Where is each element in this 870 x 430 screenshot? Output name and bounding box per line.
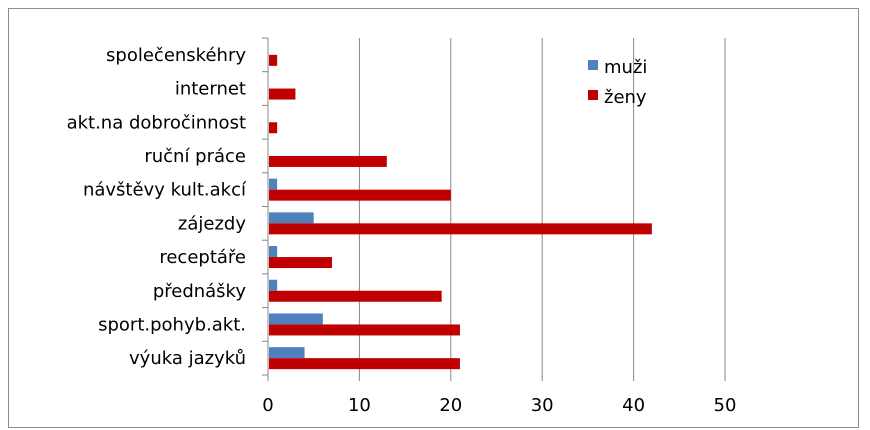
- x-tick-label: 20: [439, 395, 462, 416]
- category-label: přednášky: [153, 281, 247, 302]
- category-label: návštěvy kult.akcí: [83, 180, 247, 201]
- category-label: internet: [175, 79, 246, 100]
- category-label: společenskéhry: [106, 45, 246, 66]
- x-tick-label: 50: [714, 395, 737, 416]
- bar-zeny: [269, 189, 451, 201]
- bar-muzi: [269, 279, 278, 291]
- bar-muzi: [269, 246, 278, 258]
- bar-muzi: [269, 178, 278, 190]
- category-label: ruční práce: [144, 146, 246, 167]
- x-tick-label: 0: [262, 395, 273, 416]
- category-label: sport.pohyb.akt.: [98, 314, 246, 335]
- bar-muzi: [269, 347, 305, 359]
- legend-swatch: [588, 90, 598, 100]
- category-label: akt.na dobročinnost: [67, 112, 246, 133]
- bar-zeny: [269, 54, 278, 66]
- category-label: výuka jazyků: [129, 348, 246, 369]
- chart-frame: [8, 8, 859, 428]
- bar-zeny: [269, 223, 652, 235]
- bar-zeny: [269, 155, 387, 167]
- legend-label: muži: [604, 57, 647, 78]
- category-label: receptáře: [159, 247, 246, 268]
- bar-zeny: [269, 358, 460, 370]
- bar-muzi: [269, 212, 314, 224]
- x-tick-label: 10: [348, 395, 371, 416]
- bar-muzi: [269, 313, 323, 325]
- category-label: zájezdy: [178, 213, 246, 234]
- bar-zeny: [269, 324, 460, 336]
- legend-swatch: [588, 60, 598, 70]
- bar-zeny: [269, 257, 332, 269]
- x-tick-label: 40: [622, 395, 645, 416]
- legend-label: ženy: [604, 87, 647, 108]
- x-tick-label: 30: [531, 395, 554, 416]
- bar-zeny: [269, 122, 278, 134]
- bar-zeny: [269, 88, 296, 100]
- bar-zeny: [269, 290, 442, 302]
